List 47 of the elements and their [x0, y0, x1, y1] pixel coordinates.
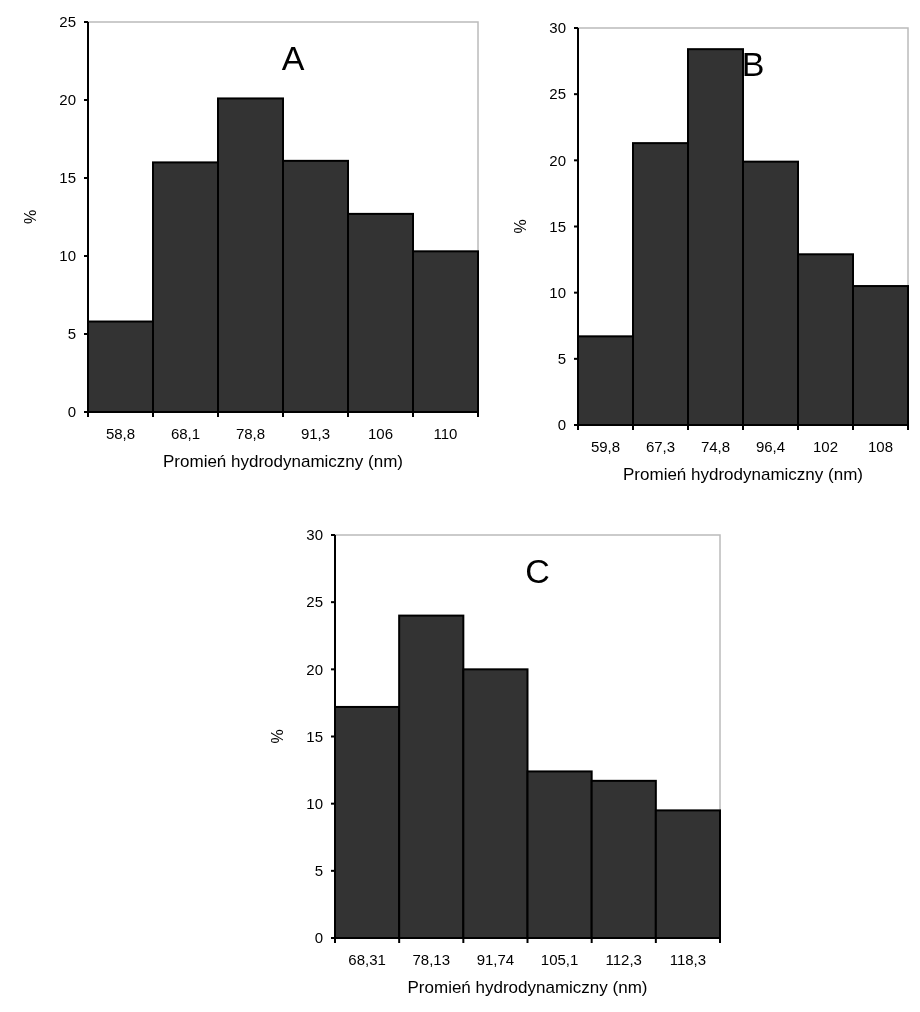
y-tick-label: 5 — [557, 350, 566, 368]
x-tick-label: 102 — [812, 438, 839, 455]
x-tick-label: 58,8 — [105, 425, 136, 442]
x-tick-label: 59,8 — [590, 438, 621, 455]
y-tick-label: 5 — [67, 325, 76, 343]
x-tick-label: 110 — [433, 425, 458, 442]
y-tick-label: 20 — [549, 151, 566, 169]
x-tick-label: 91,74 — [476, 951, 515, 968]
y-tick-label: 25 — [306, 593, 323, 611]
x-tick-label: 106 — [367, 425, 394, 442]
y-axis-title: % — [22, 209, 39, 225]
x-tick-label: 105,1 — [540, 951, 579, 968]
y-axis-title: % — [512, 219, 529, 234]
y-tick-label: 10 — [549, 283, 566, 301]
y-tick-label: 0 — [67, 403, 76, 421]
x-axis-title: Promień hydrodynamiczny (nm) — [623, 465, 863, 484]
text: C — [525, 552, 550, 590]
y-tick-label: 10 — [306, 794, 323, 812]
y-tick-label: 25 — [59, 13, 76, 31]
y-tick-label: 20 — [59, 91, 76, 109]
y-axis-title: % — [269, 729, 286, 744]
x-tick-label: 112,3 — [605, 951, 642, 968]
y-tick-label: 20 — [306, 660, 323, 678]
x-tick-label: 96,4 — [755, 438, 786, 455]
y-tick-label: 30 — [549, 19, 566, 37]
text: A — [281, 39, 305, 77]
text: B — [741, 45, 765, 83]
y-tick-label: 15 — [59, 169, 76, 187]
x-tick-label: 91,3 — [300, 425, 331, 442]
y-tick-label: 30 — [306, 526, 323, 544]
y-tick-label: 0 — [314, 929, 323, 947]
x-axis-title: Promień hydrodynamiczny (nm) — [163, 452, 403, 471]
x-tick-label: 78,13 — [412, 951, 451, 968]
y-tick-label: 15 — [549, 217, 566, 235]
x-tick-label: 108 — [867, 438, 894, 455]
y-tick-label: 15 — [306, 727, 323, 745]
x-tick-label: 68,1 — [170, 425, 201, 442]
y-tick-label: 25 — [549, 85, 566, 103]
x-axis-title: Promień hydrodynamiczny (nm) — [407, 978, 648, 997]
y-tick-label: 10 — [59, 247, 76, 265]
y-tick-label: 0 — [557, 416, 566, 434]
x-tick-label: 74,8 — [700, 438, 731, 455]
x-tick-label: 67,3 — [645, 438, 676, 455]
x-tick-label: 68,31 — [348, 951, 386, 968]
y-tick-label: 5 — [314, 862, 323, 880]
x-tick-label: 78,8 — [235, 425, 266, 442]
x-tick-label: 118,3 — [669, 951, 707, 968]
